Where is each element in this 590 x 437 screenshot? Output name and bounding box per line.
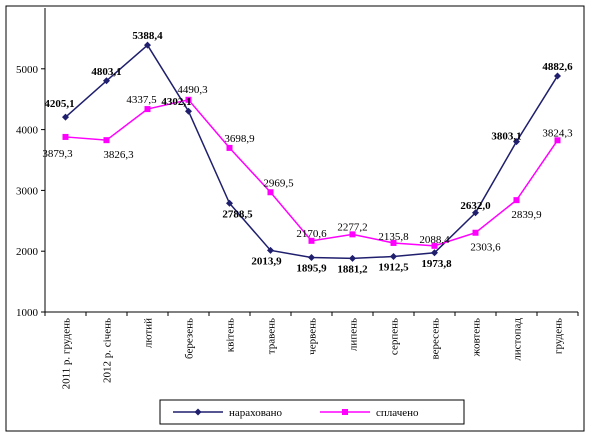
x-category-label: листопад <box>512 318 524 361</box>
data-label: 2170,6 <box>296 228 327 240</box>
data-label: 2839,9 <box>511 209 542 221</box>
data-label: 2013,9 <box>251 255 282 267</box>
x-category-label: серпень <box>389 318 401 355</box>
data-label: 3826,3 <box>103 149 134 161</box>
series-lines <box>62 41 561 262</box>
data-label: 1881,2 <box>337 263 368 275</box>
data-point-marker <box>554 137 561 144</box>
legend-label: сплачено <box>376 407 419 419</box>
data-label: 1912,5 <box>378 262 409 274</box>
data-label: 4882,6 <box>542 61 573 73</box>
data-point-marker <box>144 41 151 49</box>
x-category-label: березень <box>184 318 196 359</box>
data-point-marker <box>472 229 479 236</box>
data-labels: 4205,1 4803,1 5388,4 4302,1 2788,5 2013,9 1895… <box>42 30 573 275</box>
x-category-label: жовтень <box>471 318 483 357</box>
y-tick-label: 5000 <box>16 64 39 76</box>
data-point-marker <box>62 133 69 140</box>
data-point-marker <box>513 138 520 146</box>
data-label: 3879,3 <box>42 148 73 160</box>
data-label: 3698,9 <box>224 133 255 145</box>
data-point-marker <box>390 253 397 261</box>
data-label: 4205,1 <box>44 98 74 110</box>
legend-marker <box>194 408 202 416</box>
data-label: 2088,4 <box>419 234 450 246</box>
data-label: 2303,6 <box>470 242 501 254</box>
x-category-label: липень <box>348 318 360 351</box>
x-category-label: грудень <box>553 318 565 354</box>
data-point-marker <box>472 209 479 217</box>
data-point-marker <box>226 144 233 151</box>
data-label: 1895,9 <box>296 263 327 275</box>
data-label: 2277,2 <box>337 221 367 233</box>
data-label: 1973,8 <box>421 258 452 270</box>
data-label: 2788,5 <box>222 208 253 220</box>
y-tick-label: 1000 <box>16 307 39 319</box>
y-tick-label: 4000 <box>16 125 39 137</box>
legend-marker <box>342 409 348 415</box>
data-point-marker <box>62 113 69 121</box>
chart-frame <box>5 5 585 432</box>
y-tick-label: 3000 <box>16 185 39 197</box>
data-point-marker <box>308 254 315 262</box>
data-point-marker <box>144 106 151 113</box>
data-point-marker <box>431 242 438 249</box>
x-category-label: лютий <box>143 318 155 348</box>
data-label: 2969,5 <box>263 177 294 189</box>
data-point-marker <box>267 246 274 254</box>
x-category-label: 2012 р. січень <box>102 318 114 383</box>
x-category-label: квітень <box>225 318 237 352</box>
data-label: 2135,8 <box>378 231 409 243</box>
data-label: 4302,1 <box>161 96 191 108</box>
data-point-marker <box>103 77 110 85</box>
chart-axes: 1000 2000 3000 4000 5000 2011 р. грудень 2012 … <box>16 8 579 389</box>
data-label: 3824,3 <box>542 127 573 139</box>
data-point-marker <box>185 107 192 115</box>
x-category-label: травень <box>266 318 278 354</box>
data-point-marker <box>103 137 110 144</box>
data-point-marker <box>185 96 192 103</box>
x-category-label: 2011 р. грудень <box>61 318 73 389</box>
data-point-marker <box>349 231 356 238</box>
data-label: 5388,4 <box>132 30 163 42</box>
data-point-marker <box>308 237 315 244</box>
data-point-marker <box>554 72 561 80</box>
data-point-marker <box>349 254 356 262</box>
y-tick-label: 2000 <box>16 246 39 258</box>
data-point-marker <box>431 249 438 257</box>
data-label: 4337,5 <box>126 94 157 106</box>
data-label: 4490,3 <box>177 84 208 96</box>
data-label: 4803,1 <box>91 66 121 78</box>
data-point-marker <box>226 199 233 207</box>
data-point-marker <box>390 239 397 246</box>
x-category-label: червень <box>307 318 319 355</box>
chart-legend: нараховано сплачено <box>159 399 465 425</box>
data-label: 2632,0 <box>460 200 491 212</box>
data-point-marker <box>267 189 274 196</box>
legend-label: нараховано <box>229 407 283 419</box>
x-category-label: вересень <box>430 318 442 359</box>
data-label: 3803,1 <box>491 131 521 143</box>
data-point-marker <box>513 197 520 204</box>
